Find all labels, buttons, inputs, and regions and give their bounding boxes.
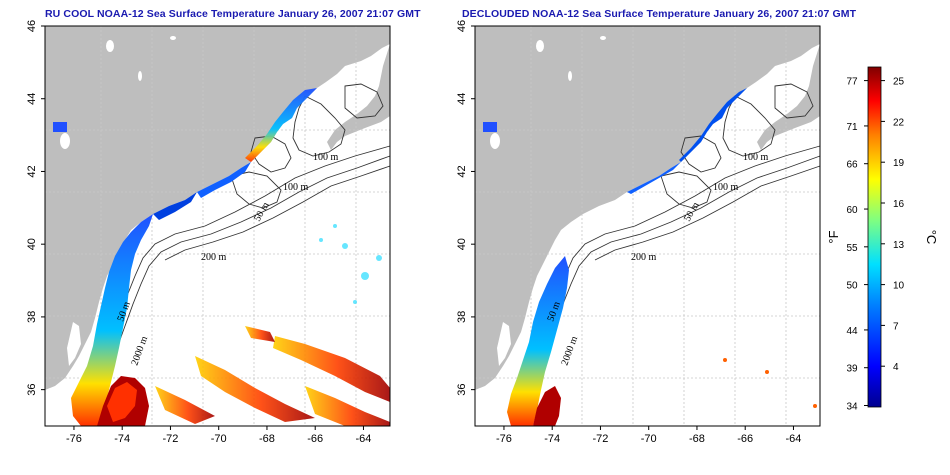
- fahrenheit-tick-label: 39: [846, 364, 858, 375]
- left-map-axes: -76 -74 -72 -70 -68 -66 -64 36 38 40 42 44 46: [26, 20, 371, 445]
- lat-tick-label: 38: [456, 311, 468, 323]
- lon-tick-label: -76: [66, 433, 82, 445]
- celsius-tick-label: 7: [893, 321, 899, 332]
- right-map: 100 m 100 m 50 m 200 m 50 m 2000 m: [474, 25, 821, 427]
- lon-tick-label: -70: [211, 433, 227, 445]
- celsius-label: °C: [924, 230, 939, 245]
- fahrenheit-label: °F: [826, 230, 841, 243]
- colorbar: °F °C 77 71 66 60 55 50 44 39 34 25 22 19 16 13 10 7 4: [826, 66, 939, 412]
- lat-tick-label: 46: [456, 20, 468, 32]
- fahrenheit-tick-label: 34: [846, 401, 858, 412]
- fahrenheit-tick-label: 50: [846, 281, 858, 292]
- fahrenheit-tick-label: 77: [846, 77, 858, 88]
- lat-tick-label: 40: [456, 238, 468, 250]
- lon-tick-label: -68: [259, 433, 275, 445]
- lon-tick-label: -66: [307, 433, 323, 445]
- lat-tick-label: 44: [456, 93, 468, 105]
- celsius-tick-label: 22: [893, 117, 905, 128]
- contour-label: 200 m: [631, 252, 657, 263]
- celsius-tick-label: 19: [893, 158, 905, 169]
- lat-tick-label: 38: [26, 311, 38, 323]
- lat-tick-label: 46: [26, 20, 38, 32]
- left-coastal-sst: [245, 88, 317, 162]
- lon-tick-label: -76: [496, 433, 512, 445]
- left-map-title: RU COOL NOAA-12 Sea Surface Temperature …: [45, 8, 421, 20]
- lat-tick-label: 42: [26, 165, 38, 177]
- fahrenheit-tick-label: 60: [846, 205, 858, 216]
- lon-tick-label: -74: [114, 433, 130, 445]
- lon-tick-label: -74: [544, 433, 560, 445]
- lon-tick-label: -68: [689, 433, 705, 445]
- lat-tick-label: 40: [26, 238, 38, 250]
- celsius-tick-label: 25: [893, 77, 905, 88]
- lon-tick-label: -64: [356, 433, 372, 445]
- lat-tick-label: 36: [456, 384, 468, 396]
- contour-label: 200 m: [201, 252, 227, 263]
- fahrenheit-tick-label: 44: [846, 326, 858, 337]
- lon-tick-label: -64: [786, 433, 802, 445]
- contour-label: 100 m: [743, 152, 769, 163]
- contour-label: 100 m: [313, 152, 339, 163]
- celsius-tick-label: 4: [893, 362, 899, 373]
- lat-tick-label: 36: [26, 384, 38, 396]
- celsius-tick-label: 16: [893, 199, 905, 210]
- fahrenheit-tick-label: 71: [846, 122, 858, 133]
- contour-label: 100 m: [283, 182, 309, 193]
- celsius-tick-label: 13: [893, 240, 905, 251]
- contour-label: 100 m: [713, 182, 739, 193]
- lon-tick-label: -72: [593, 433, 609, 445]
- fahrenheit-tick-label: 55: [846, 243, 858, 254]
- lon-tick-label: -66: [737, 433, 753, 445]
- lat-tick-label: 42: [456, 165, 468, 177]
- celsius-tick-label: 10: [893, 281, 905, 292]
- left-map: 100 m 100 m 50 m 200 m 50 m 2000 m: [44, 25, 391, 427]
- right-map-axes: -76 -74 -72 -70 -68 -66 -64 36 38 40 42 44 46: [456, 20, 801, 445]
- right-gulf-stream: [533, 386, 561, 426]
- right-map-title: DECLOUDED NOAA-12 Sea Surface Temperatur…: [462, 8, 857, 20]
- fahrenheit-tick-label: 66: [846, 160, 858, 171]
- lon-tick-label: -70: [641, 433, 657, 445]
- left-warm-speckles: [155, 326, 390, 426]
- lat-tick-label: 44: [26, 93, 38, 105]
- lon-tick-label: -72: [163, 433, 179, 445]
